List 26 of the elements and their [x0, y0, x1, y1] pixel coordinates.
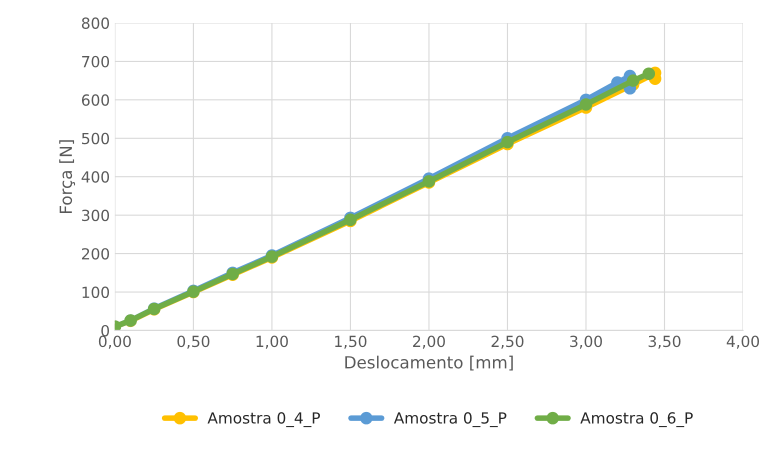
x-tick-label: 4,00 — [726, 336, 760, 349]
x-tick-label: 0,50 — [177, 336, 210, 349]
point — [626, 74, 640, 87]
x-tick-label: 1,50 — [335, 336, 366, 349]
y-tick-label: 100 — [82, 286, 110, 298]
y-tick-label: 200 — [82, 248, 110, 260]
x-tick-label: 3,00 — [570, 336, 602, 349]
y-tick-label: 800 — [82, 17, 110, 29]
x-axis-title: Deslocamento [mm] — [345, 356, 513, 371]
y-tick-label: 500 — [82, 132, 110, 144]
point — [642, 67, 656, 80]
legend-label: Amostra 0_4_P — [208, 412, 320, 428]
x-tick-label: 2,50 — [492, 336, 524, 349]
y-tick-label: 0 — [101, 324, 110, 336]
x-tick-label: 1,00 — [256, 336, 288, 349]
x-tick-label: 0,00 — [98, 336, 131, 349]
y-tick-label: 700 — [82, 56, 110, 68]
x-tick-label: 2,00 — [413, 336, 445, 349]
point — [580, 98, 592, 111]
y-tick-label: 600 — [82, 94, 110, 106]
x-tick-label: 3,50 — [648, 336, 680, 349]
legend-label: Amostra 0_5_P — [394, 412, 506, 428]
y-tick-label: 300 — [82, 210, 110, 222]
y-axis-title: Força [N] — [59, 140, 76, 213]
y-tick-label: 400 — [82, 171, 110, 183]
legend-label: Amostra 0_6_P — [580, 412, 693, 428]
